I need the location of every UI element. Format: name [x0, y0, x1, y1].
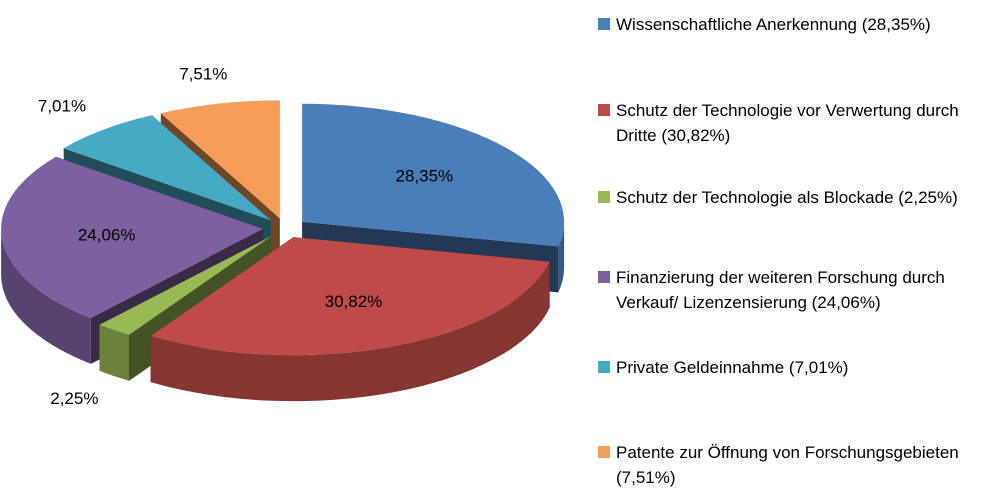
data-label: 2,25% [50, 389, 98, 408]
legend-label: Wissenschaftliche Anerkennung (28,35%) [616, 15, 931, 34]
data-label: 24,06% [78, 225, 136, 244]
slice-side [150, 261, 550, 402]
slice-side [558, 221, 565, 293]
legend-entry: Wissenschaftliche Anerkennung (28,35%) [598, 12, 988, 37]
legend-swatch [598, 271, 610, 283]
slice [150, 237, 550, 356]
legend-entry: Private Geldeinnahme (7,01%) [598, 355, 988, 380]
legend-swatch [598, 361, 610, 373]
legend-entry: Patente zur Öffnung von Forschungsgebiet… [598, 440, 988, 490]
pie-area: 28,35% 30,82% 2,25% 24,06% 7,01% 7,51% [1, 64, 565, 408]
legend-label: Schutz der Technologie als Blockade (2,2… [616, 188, 958, 207]
legend-label: Schutz der Technologie vor Verwertung du… [616, 101, 959, 145]
legend-entry: Finanzierung der weiteren Forschung durc… [598, 265, 988, 315]
slice [160, 100, 280, 219]
legend-swatch [598, 446, 610, 458]
slice [302, 103, 565, 247]
legend-label: Patente zur Öffnung von Forschungsgebiet… [616, 443, 959, 487]
legend-entry: Schutz der Technologie als Blockade (2,2… [598, 185, 988, 210]
slice-wall [99, 235, 272, 371]
legend-label: Private Geldeinnahme (7,01%) [616, 358, 849, 377]
legend-swatch [598, 104, 610, 116]
slice [63, 115, 271, 221]
data-label: 30,82% [325, 292, 383, 311]
slice-side [1, 229, 91, 364]
slice [99, 235, 272, 335]
data-label: 28,35% [395, 167, 453, 186]
legend-swatch [598, 191, 610, 203]
legend-entry: Schutz der Technologie vor Verwertung du… [598, 98, 988, 148]
legend-label: Finanzierung der weiteren Forschung durc… [616, 268, 945, 312]
data-label: 7,51% [179, 64, 227, 83]
slice-side [99, 324, 129, 381]
legend-swatch [598, 18, 610, 30]
data-label: 7,01% [38, 96, 86, 115]
slice [1, 156, 264, 318]
